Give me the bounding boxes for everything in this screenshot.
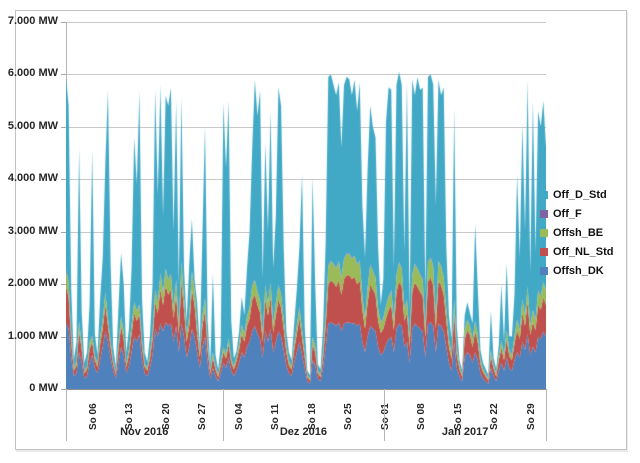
month-separator-line: [66, 389, 67, 441]
y-axis-label: 5.000 MW: [7, 120, 58, 132]
month-separator-line: [384, 389, 385, 441]
legend-label: Offsh_BE: [553, 226, 604, 239]
x-tick-label: So 15: [452, 403, 464, 430]
x-tick-label: So 25: [343, 403, 355, 430]
y-axis-label: 3.000 MW: [7, 225, 58, 237]
x-tick-label: So 06: [87, 403, 99, 430]
legend: Off_D_Std Off_F Offsh_BE Off_NL_Std Offsh_DK: [540, 185, 614, 280]
y-axis-label: 4.000 MW: [7, 172, 58, 184]
stacked-area-canvas: [66, 22, 546, 389]
y-axis-label: 1.000 MW: [7, 330, 58, 342]
legend-item: Offsh_BE: [540, 223, 614, 242]
month-separator-line: [223, 389, 224, 441]
x-tick-label: So 22: [489, 403, 501, 430]
legend-swatch-icon: [540, 228, 548, 237]
x-tick-label: So 11: [270, 403, 282, 430]
legend-label: Off_D_Std: [553, 188, 607, 201]
y-tick-mark: [61, 179, 66, 180]
month-label: Dez 2016: [279, 426, 327, 438]
month-separator-line: [546, 389, 547, 441]
legend-swatch-icon: [540, 209, 548, 218]
gridline: [66, 389, 546, 390]
y-tick-mark: [61, 337, 66, 338]
month-label: Nov 2016: [120, 426, 169, 438]
legend-label: Offsh_DK: [553, 264, 604, 277]
x-tick-label: So 27: [197, 403, 209, 430]
y-tick-mark: [61, 389, 66, 390]
legend-swatch-icon: [540, 190, 548, 199]
y-tick-mark: [61, 127, 66, 128]
plot-area: [66, 22, 546, 389]
x-tick-label: So 08: [416, 403, 428, 430]
legend-item: Off_NL_Std: [540, 242, 614, 261]
x-tick-label: So 20: [160, 403, 172, 430]
y-tick-mark: [61, 232, 66, 233]
legend-item: Off_D_Std: [540, 185, 614, 204]
x-tick-label: So 04: [233, 403, 245, 430]
y-axis-label: 2.000 MW: [7, 277, 58, 289]
y-axis-label: 6.000 MW: [7, 67, 58, 79]
x-tick-label: So 01: [379, 403, 391, 430]
x-tick-label: So 18: [306, 403, 318, 430]
month-label: Jan 2017: [441, 426, 489, 438]
y-axis-label: 7.000 MW: [7, 15, 58, 27]
x-tick-label: So 13: [124, 403, 136, 430]
legend-swatch-icon: [540, 247, 548, 256]
legend-label: Off_NL_Std: [553, 245, 614, 258]
legend-swatch-icon: [540, 266, 548, 275]
y-axis-label: 0 MW: [29, 382, 58, 394]
legend-item: Off_F: [540, 204, 614, 223]
y-tick-mark: [61, 74, 66, 75]
x-tick-label: So 29: [525, 403, 537, 430]
legend-item: Offsh_DK: [540, 261, 614, 280]
legend-label: Off_F: [553, 207, 582, 220]
y-tick-mark: [61, 22, 66, 23]
y-tick-mark: [61, 284, 66, 285]
